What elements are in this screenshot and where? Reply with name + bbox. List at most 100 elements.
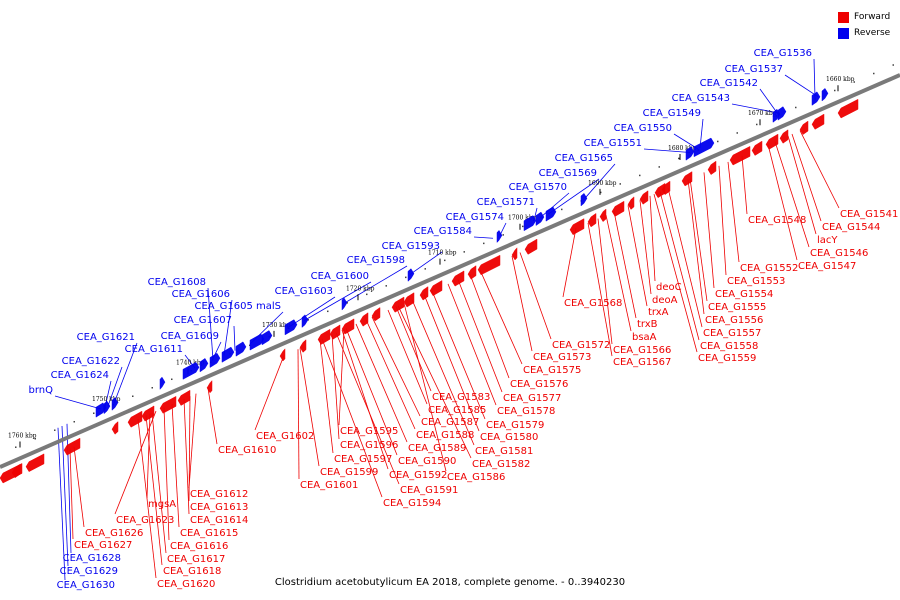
gene-label[interactable]: CEA_G1546 xyxy=(810,248,868,259)
gene-label[interactable]: CEA_G1611 xyxy=(125,344,183,355)
gene-label[interactable]: CEA_G1595 xyxy=(340,426,398,437)
gene-label[interactable]: CEA_G1599 xyxy=(320,467,378,478)
gene-label[interactable]: CEA_G1577 xyxy=(503,393,561,404)
gene-label[interactable]: CEA_G1609 xyxy=(161,331,219,342)
gene-label[interactable]: CEA_G1574 xyxy=(446,212,504,223)
gene-label[interactable]: CEA_G1615 xyxy=(180,528,238,539)
gene-label[interactable]: CEA_G1542 xyxy=(700,78,758,89)
gene-label[interactable]: CEA_G1618 xyxy=(163,566,221,577)
gene-label[interactable]: bsaA xyxy=(632,332,657,343)
gene-label[interactable]: CEA_G1579 xyxy=(486,420,544,431)
gene-label[interactable]: CEA_G1621 xyxy=(77,332,135,343)
gene-label[interactable]: CEA_G1554 xyxy=(715,289,773,300)
gene-label[interactable]: CEA_G1587 xyxy=(421,417,479,428)
gene-label[interactable]: CEA_G1614 xyxy=(190,515,248,526)
gene-label[interactable]: CEA_G1588 xyxy=(416,430,474,441)
gene-label[interactable]: CEA_G1629 xyxy=(60,566,118,577)
gene-label[interactable]: CEA_G1600 xyxy=(311,271,369,282)
reverse-gene xyxy=(341,297,348,311)
gene-label[interactable]: deoA xyxy=(652,295,678,306)
gene-label[interactable]: CEA_G1628 xyxy=(63,553,121,564)
gene-label[interactable]: CEA_G1537 xyxy=(725,64,783,75)
gene-label[interactable]: CEA_G1607 xyxy=(174,315,232,326)
gene-label[interactable]: CEA_G1594 xyxy=(383,498,441,509)
gene-label[interactable]: CEA_G1586 xyxy=(447,472,505,483)
gene-label[interactable]: CEA_G1551 xyxy=(584,138,642,149)
forward-gene xyxy=(317,328,331,345)
gene-label[interactable]: CEA_G1550 xyxy=(614,123,672,134)
gene-label[interactable]: CEA_G1596 xyxy=(340,440,398,451)
gene-label[interactable]: CEA_G1572 xyxy=(552,340,610,351)
gene-label[interactable]: CEA_G1602 xyxy=(256,431,314,442)
gene-label[interactable]: CEA_G1573 xyxy=(533,352,591,363)
gene-label[interactable]: CEA_G1570 xyxy=(509,182,567,193)
gene-label[interactable]: trxA xyxy=(648,307,669,318)
gene-label[interactable]: CEA_G1571 xyxy=(477,197,535,208)
gene-label[interactable]: CEA_G1610 xyxy=(218,445,276,456)
gene-label[interactable]: CEA_G1555 xyxy=(708,302,766,313)
gene-label[interactable]: CEA_G1616 xyxy=(170,541,228,552)
gene-label[interactable]: CEA_G1585 xyxy=(428,405,486,416)
gene-label[interactable]: CEA_G1584 xyxy=(414,226,472,237)
gene-label[interactable]: CEA_G1576 xyxy=(510,379,568,390)
gene-label[interactable]: trxB xyxy=(637,319,658,330)
gene-label[interactable]: CEA_G1606 xyxy=(172,289,230,300)
gene-label[interactable]: CEA_G1549 xyxy=(643,108,701,119)
gene-label[interactable]: CEA_G1536 xyxy=(754,48,812,59)
gene-label[interactable]: CEA_G1603 xyxy=(275,286,333,297)
gene-label[interactable]: CEA_G1612 xyxy=(190,489,248,500)
gene-label[interactable]: CEA_G1544 xyxy=(822,222,880,233)
forward-gene xyxy=(765,133,779,150)
gene-label[interactable]: brnQ xyxy=(29,385,54,396)
gene-label[interactable]: CEA_G1589 xyxy=(408,443,466,454)
gene-label[interactable]: CEA_G1565 xyxy=(555,153,613,164)
gene-label[interactable]: CEA_G1582 xyxy=(472,459,530,470)
gene-label[interactable]: CEA_G1597 xyxy=(334,454,392,465)
gene-label[interactable]: CEA_G1624 xyxy=(51,370,109,381)
gene-label[interactable]: CEA_G1590 xyxy=(398,456,456,467)
gene-label[interactable]: lacY xyxy=(817,235,838,246)
gene-label[interactable]: CEA_G1557 xyxy=(703,328,761,339)
gene-label[interactable]: CEA_G1556 xyxy=(705,315,763,326)
gene-label[interactable]: CEA_G1543 xyxy=(672,93,730,104)
gene-label[interactable]: CEA_G1559 xyxy=(698,353,756,364)
leader-line xyxy=(659,191,700,341)
gene-label[interactable]: CEA_G1541 xyxy=(840,209,898,220)
gene-label[interactable]: CEA_G1553 xyxy=(727,276,785,287)
gene-label[interactable]: CEA_G1567 xyxy=(613,357,671,368)
gene-label[interactable]: CEA_G1581 xyxy=(475,446,533,457)
gene-label[interactable]: CEA_G1568 xyxy=(564,298,622,309)
gene-label[interactable]: CEA_G1613 xyxy=(190,502,248,513)
gene-label[interactable]: CEA_G1627 xyxy=(74,540,132,551)
gene-label[interactable]: CEA_G1592 xyxy=(389,470,447,481)
gene-label[interactable]: CEA_G1617 xyxy=(167,554,225,565)
gene-label[interactable]: CEA_G1593 xyxy=(382,241,440,252)
gene-label[interactable]: mgsA xyxy=(148,499,176,510)
gene-label[interactable]: CEA_G1548 xyxy=(748,215,806,226)
gene-label[interactable]: CEA_G1580 xyxy=(480,432,538,443)
legend-reverse: Reverse xyxy=(838,25,890,41)
gene-label[interactable]: CEA_G1620 xyxy=(157,579,215,590)
forward-gene xyxy=(569,218,585,236)
leader-line xyxy=(613,211,637,319)
gene-label[interactable]: CEA_G1583 xyxy=(432,392,490,403)
axis-dot xyxy=(444,259,446,262)
gene-label[interactable]: CEA_G1569 xyxy=(539,168,597,179)
gene-label[interactable]: CEA_G1608 xyxy=(148,277,206,288)
gene-label[interactable]: CEA_G1558 xyxy=(700,341,758,352)
gene-label[interactable]: CEA_G1575 xyxy=(523,365,581,376)
gene-label[interactable]: CEA_G1601 xyxy=(300,480,358,491)
gene-label[interactable]: CEA_G1566 xyxy=(613,345,671,356)
gene-label[interactable]: CEA_G1598 xyxy=(347,255,405,266)
gene-label[interactable]: CEA_G1552 xyxy=(740,263,798,274)
gene-label[interactable]: CEA_G1630 xyxy=(57,580,115,591)
gene-label[interactable]: CEA_G1622 xyxy=(62,356,120,367)
gene-label[interactable]: deoC xyxy=(656,282,682,293)
gene-label[interactable]: CEA_G1626 xyxy=(85,528,143,539)
axis-dot xyxy=(93,412,95,414)
gene-label[interactable]: CEA_G1547 xyxy=(798,261,856,272)
gene-label[interactable]: CEA_G1623 xyxy=(116,515,174,526)
gene-label[interactable]: CEA_G1591 xyxy=(400,485,458,496)
gene-label[interactable]: CEA_G1578 xyxy=(497,406,555,417)
gene-label[interactable]: CEA_G1605 malS xyxy=(194,301,281,312)
